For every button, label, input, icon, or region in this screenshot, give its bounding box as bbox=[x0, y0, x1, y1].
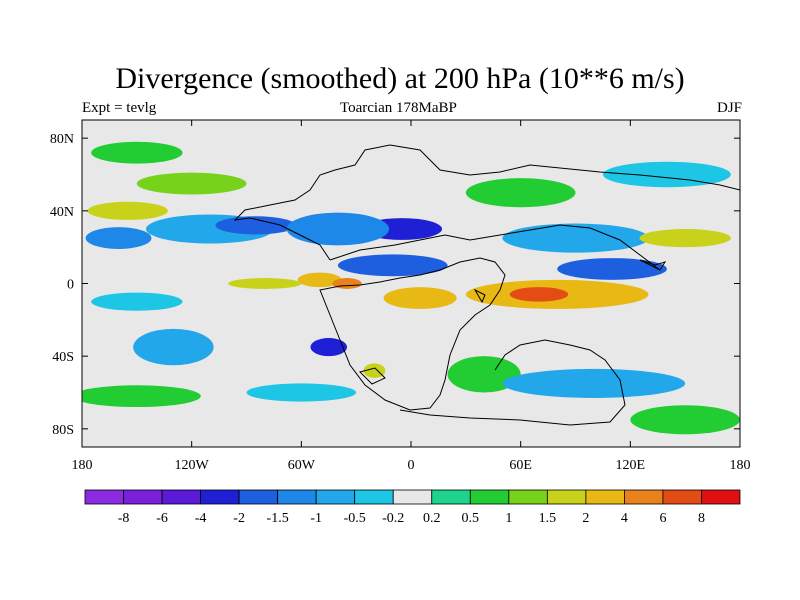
field-region-9 bbox=[297, 272, 342, 288]
x-tick-label: 120E bbox=[616, 458, 646, 473]
colorbar-swatch-11 bbox=[508, 489, 548, 505]
field-region-20 bbox=[91, 292, 183, 311]
colorbar-swatch-6 bbox=[315, 489, 356, 505]
colorbar-swatch-12 bbox=[546, 489, 587, 505]
field-region-8 bbox=[337, 254, 448, 277]
y-tick-label: 0 bbox=[67, 278, 74, 293]
field-region-24 bbox=[447, 356, 521, 393]
field-region-7 bbox=[286, 212, 390, 246]
field-region-18 bbox=[602, 161, 731, 188]
coastline-antarctica bbox=[399, 339, 626, 426]
field-region-15 bbox=[557, 258, 667, 280]
field-region-16 bbox=[502, 223, 649, 253]
field-region-14 bbox=[509, 287, 569, 302]
field-region-21 bbox=[133, 328, 214, 366]
colorbar-swatch-7 bbox=[354, 489, 394, 505]
coastline-islands bbox=[359, 259, 667, 385]
colorbar-label: -8 bbox=[118, 511, 130, 526]
field-region-10 bbox=[332, 278, 362, 289]
field-region-23 bbox=[363, 363, 386, 378]
colorbar: -8 -6 -4 -2 -1.5 -1 -0.5 -0.2 0.2 0.5 1 1.5 2 4 6 8 bbox=[84, 489, 741, 526]
field-region-28 bbox=[630, 405, 740, 435]
colorbar-label: 0.5 bbox=[462, 511, 480, 526]
coastline-laurasia bbox=[233, 144, 740, 261]
colorbar-swatch-8 bbox=[392, 489, 433, 505]
colorbar-label: -1.5 bbox=[267, 511, 289, 526]
colorbar-label: 8 bbox=[698, 511, 705, 526]
x-tick-label: 120W bbox=[175, 458, 210, 473]
field-region-26 bbox=[82, 385, 201, 408]
x-axis: 180 120W 60W 0 60E 120E 180 bbox=[72, 120, 751, 473]
colorbar-label: -0.2 bbox=[382, 511, 404, 526]
colorbar-label: 2 bbox=[582, 511, 589, 526]
colorbar-swatch-10 bbox=[469, 489, 510, 505]
colorbar-label: 0.2 bbox=[423, 511, 441, 526]
chart-title: Divergence (smoothed) at 200 hPa (10**6 … bbox=[115, 62, 685, 95]
colorbar-swatch-16 bbox=[701, 489, 741, 505]
field-region-22 bbox=[310, 338, 348, 357]
colorbar-swatch-5 bbox=[277, 489, 317, 505]
colorbar-label: -4 bbox=[195, 511, 207, 526]
y-tick-label: 40N bbox=[50, 205, 74, 220]
y-tick-label: 40S bbox=[52, 350, 74, 365]
colorbar-swatch-13 bbox=[585, 489, 625, 505]
y-tick-label: 80N bbox=[50, 132, 74, 147]
colorbar-label: -0.5 bbox=[344, 511, 366, 526]
coastline-tethys bbox=[329, 224, 661, 271]
field-region-2 bbox=[87, 201, 168, 220]
colorbar-swatch-1 bbox=[123, 489, 163, 505]
experiment-label: Expt = tevlg bbox=[82, 100, 157, 116]
field-region-0 bbox=[91, 141, 183, 164]
x-tick-label: 0 bbox=[408, 458, 415, 473]
colorbar-label: 1.5 bbox=[539, 511, 557, 526]
x-tick-label: 60E bbox=[509, 458, 532, 473]
colorbar-swatch-2 bbox=[161, 489, 201, 505]
field-region-5 bbox=[215, 216, 296, 235]
y-axis: 80N 40N 0 40S 80S bbox=[50, 132, 740, 438]
coastline-gondwana bbox=[319, 257, 506, 411]
field-region-17 bbox=[639, 229, 731, 248]
colorbar-swatch-15 bbox=[662, 489, 702, 505]
colorbar-swatch-0 bbox=[84, 489, 124, 505]
divergence-field bbox=[82, 141, 740, 435]
colorbar-label: -1 bbox=[310, 511, 322, 526]
colorbar-label: 6 bbox=[659, 511, 666, 526]
colorbar-swatch-4 bbox=[238, 489, 279, 505]
field-region-19 bbox=[465, 178, 576, 208]
colorbar-label: -2 bbox=[233, 511, 245, 526]
field-region-3 bbox=[85, 227, 152, 249]
colorbar-swatch-9 bbox=[431, 489, 471, 505]
colorbar-label: -6 bbox=[156, 511, 168, 526]
field-region-12 bbox=[383, 287, 457, 309]
y-tick-label: 80S bbox=[52, 423, 74, 438]
coastline-layer bbox=[233, 144, 740, 426]
period-label: Toarcian 178MaBP bbox=[340, 100, 457, 116]
x-tick-label: 180 bbox=[72, 458, 93, 473]
colorbar-swatch-14 bbox=[624, 489, 664, 505]
colorbar-label: 4 bbox=[621, 511, 628, 526]
field-region-11 bbox=[228, 278, 302, 289]
colorbar-label: 1 bbox=[505, 511, 512, 526]
colorbar-swatch-3 bbox=[200, 489, 240, 505]
x-tick-label: 180 bbox=[730, 458, 751, 473]
x-tick-label: 60W bbox=[288, 458, 316, 473]
field-region-25 bbox=[502, 368, 686, 398]
field-region-1 bbox=[136, 172, 247, 195]
season-label: DJF bbox=[716, 100, 742, 116]
field-region-27 bbox=[246, 383, 357, 402]
